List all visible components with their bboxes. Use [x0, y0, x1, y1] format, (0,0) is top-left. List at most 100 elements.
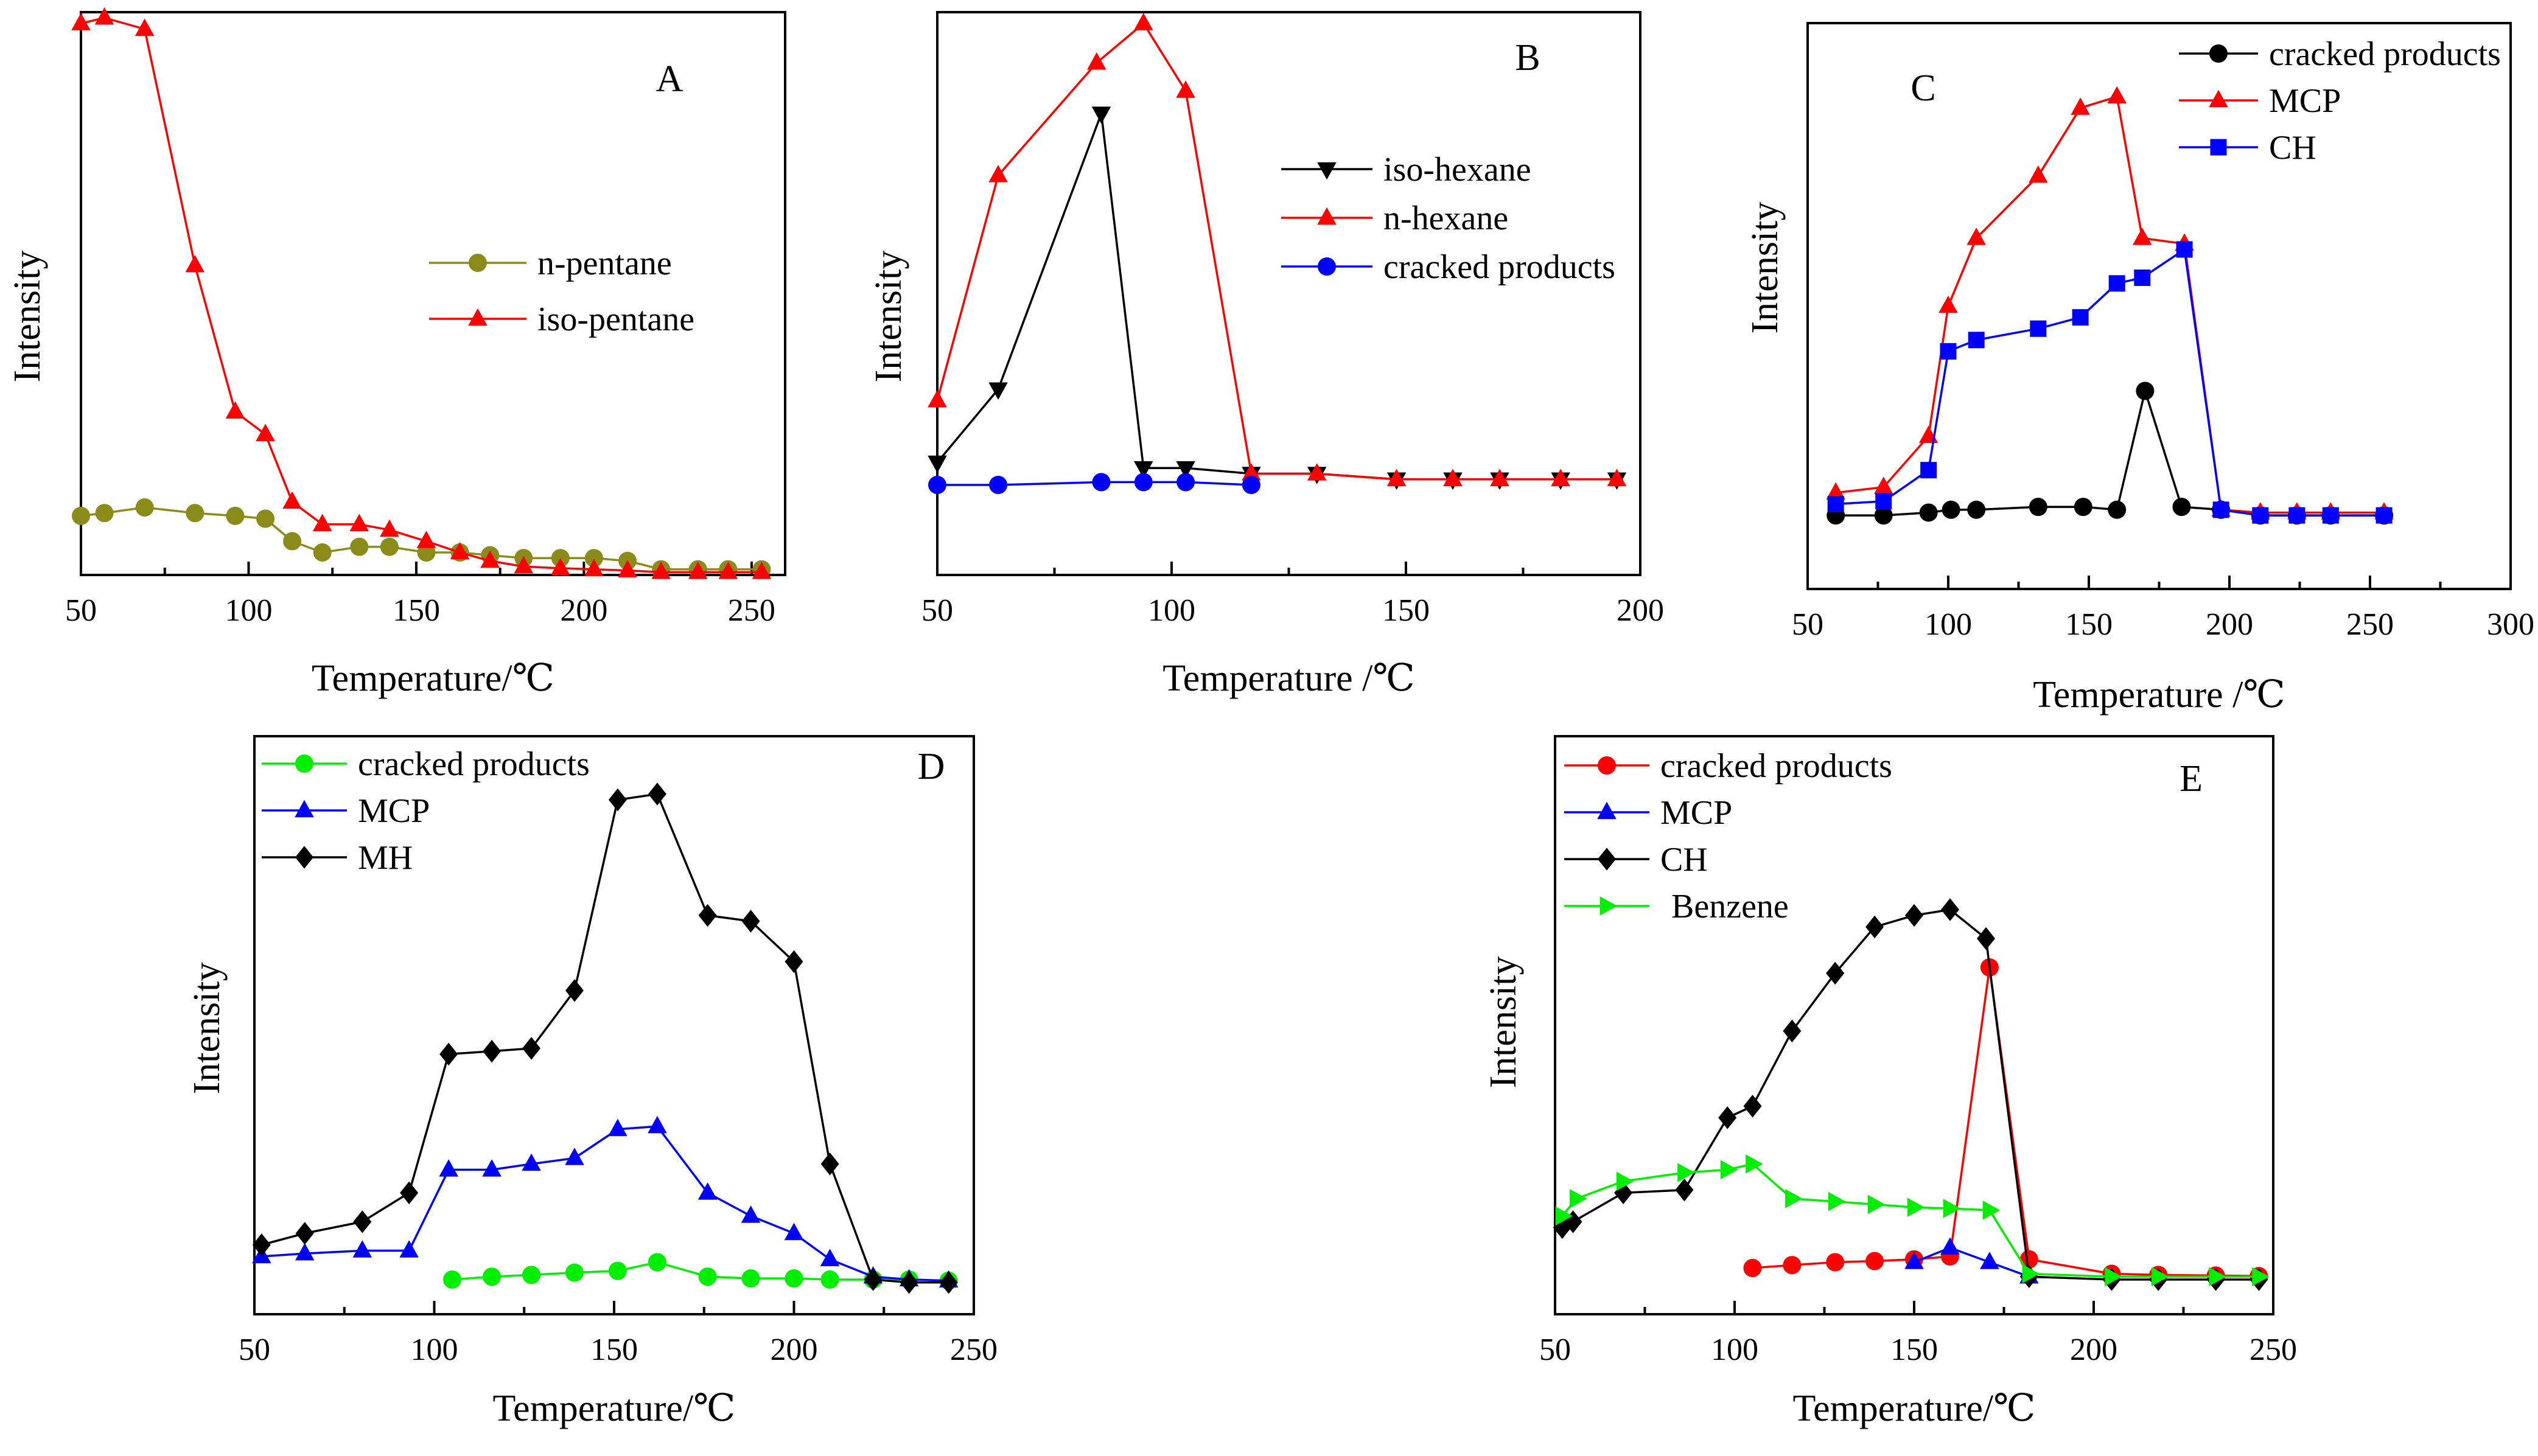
data-point-d-1-9 [648, 1116, 667, 1134]
legend-e: cracked products MCP CH Benzene [1564, 747, 1892, 925]
data-point-d-0-6 [698, 1267, 717, 1286]
data-point-a-1-13 [514, 556, 534, 574]
x-tick-label-c-50: 50 [1792, 607, 1823, 642]
panel-letter-a: A [656, 58, 683, 100]
data-point-d-0-4 [608, 1261, 627, 1280]
data-point-c-2-0 [1827, 496, 1844, 512]
data-point-c-2-1 [1875, 493, 1892, 510]
data-point-d-2-16 [939, 1271, 958, 1294]
data-point-e-2-10 [1941, 898, 1959, 921]
x-tick-label-a-250: 250 [728, 593, 775, 628]
series-a-0 [72, 498, 771, 579]
x-tick-label-e-250: 250 [2250, 1332, 2297, 1367]
data-point-c-1-3 [1938, 295, 1958, 313]
data-point-a-0-0 [72, 506, 90, 525]
data-point-b-1-5 [1242, 463, 1261, 481]
legend-label-e-0: cracked products [1660, 747, 1892, 785]
x-tick-label-d-250: 250 [950, 1332, 998, 1367]
x-tick-label-b-100: 100 [1148, 593, 1195, 628]
data-point-c-1-7 [2107, 86, 2127, 104]
series-c-0 [1827, 381, 2394, 525]
data-point-a-0-6 [283, 532, 302, 551]
x-tick-label-c-200: 200 [2206, 607, 2253, 642]
plot-frame-b [936, 11, 1641, 576]
data-point-e-3-7 [1828, 1192, 1846, 1211]
data-point-e-3-12 [2022, 1264, 2040, 1284]
data-point-d-2-2 [353, 1210, 372, 1233]
legend-marker-e-1 [1597, 801, 1617, 820]
data-point-c-0-7 [2108, 500, 2127, 519]
x-axis-title-b: Temperature /℃ [1162, 658, 1414, 699]
data-point-d-0-5 [648, 1253, 666, 1272]
data-point-c-0-1 [1874, 506, 1893, 525]
data-point-a-1-8 [349, 514, 369, 531]
series-line-e-0 [1752, 967, 2259, 1278]
data-point-a-1-1 [94, 7, 114, 25]
panel-letter-e: E [2180, 758, 2203, 799]
data-point-c-2-4 [1968, 332, 1985, 349]
data-point-b-1-10 [1551, 468, 1570, 486]
data-point-b-1-9 [1490, 468, 1509, 486]
data-point-d-0-0 [443, 1270, 462, 1289]
data-point-c-0-9 [2172, 498, 2191, 517]
x-tick-label-e-150: 150 [1890, 1332, 1938, 1367]
legend-c: cracked products MCP CH [2179, 35, 2501, 167]
x-tick-label-b-150: 150 [1382, 593, 1430, 628]
legend-d: cracked products MCP MH [262, 745, 590, 877]
data-point-c-0-2 [1919, 503, 1938, 522]
data-point-c-2-7 [2108, 275, 2125, 292]
data-point-e-3-0 [1555, 1206, 1573, 1226]
x-tick-label-b-200: 200 [1617, 593, 1664, 628]
data-point-c-1-6 [2071, 97, 2090, 115]
y-axis-title-d: Intensity [186, 963, 228, 1095]
data-point-a-0-3 [186, 504, 205, 523]
data-point-e-2-7 [1826, 961, 1845, 985]
series-d-0 [443, 1253, 958, 1290]
data-point-e-1-1 [1940, 1237, 1960, 1255]
data-point-a-0-4 [226, 506, 245, 525]
data-point-a-1-11 [450, 542, 470, 560]
data-point-a-0-15 [584, 549, 603, 568]
data-point-e-2-9 [1905, 904, 1923, 927]
data-point-d-2-10 [698, 904, 717, 927]
data-point-a-1-2 [135, 18, 155, 36]
data-point-d-2-5 [483, 1040, 502, 1063]
legend-label-c-1: MCP [2269, 82, 2341, 120]
data-point-d-1-13 [820, 1249, 840, 1266]
y-axis-title-b: Intensity [868, 251, 909, 383]
data-point-b-0-2 [1091, 106, 1111, 124]
data-point-d-0-1 [483, 1267, 502, 1286]
series-line-b-1 [936, 21, 1617, 481]
data-point-e-0-2 [1826, 1253, 1845, 1272]
x-axis-title-d: Temperature/℃ [493, 1388, 736, 1429]
data-point-e-3-2 [1616, 1171, 1634, 1191]
legend-marker-b-0 [1317, 162, 1337, 180]
legend-marker-d-1 [295, 799, 314, 818]
legend-marker-e-2 [1598, 848, 1616, 871]
data-point-d-0-8 [785, 1269, 803, 1288]
data-point-b-0-1 [988, 382, 1008, 400]
x-tick-label-d-100: 100 [411, 1332, 458, 1367]
data-point-d-2-9 [648, 782, 666, 806]
data-point-a-1-19 [718, 562, 738, 579]
data-point-b-1-8 [1443, 468, 1463, 486]
data-point-d-2-6 [522, 1037, 541, 1060]
legend-marker-b-2 [1318, 257, 1336, 276]
data-point-c-2-14 [2375, 507, 2393, 524]
series-e-2 [1553, 898, 2268, 1291]
data-point-c-0-8 [2136, 381, 2155, 400]
data-point-b-0-4 [1176, 461, 1195, 479]
x-tick-label-e-100: 100 [1711, 1332, 1758, 1367]
x-tick-label-a-150: 150 [393, 593, 440, 628]
data-point-c-1-8 [2133, 228, 2152, 245]
data-point-c-2-10 [2212, 501, 2229, 518]
legend-label-b-0: iso-hexane [1383, 151, 1531, 189]
series-d-1 [252, 1116, 959, 1288]
data-point-d-2-15 [900, 1271, 918, 1294]
x-tick-label-c-300: 300 [2487, 607, 2534, 642]
data-point-a-0-8 [350, 537, 369, 556]
legend-label-c-2: CH [2269, 129, 2316, 167]
x-tick-label-c-150: 150 [2065, 607, 2113, 642]
data-point-a-1-12 [480, 550, 500, 568]
